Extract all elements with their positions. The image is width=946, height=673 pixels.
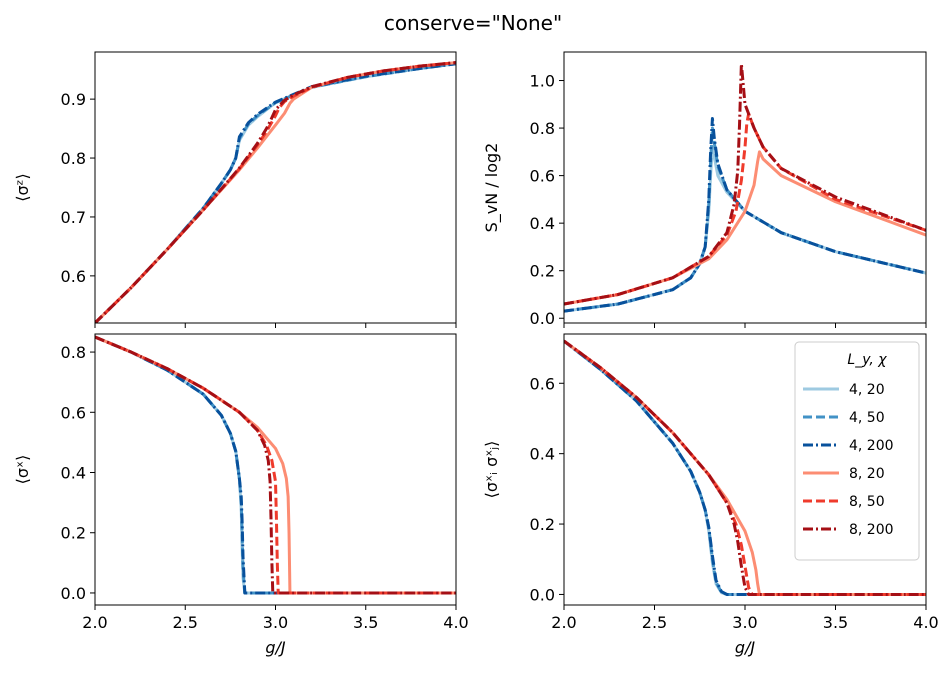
- series-line-s4_200: [564, 117, 926, 313]
- x-tick-label: 3.5: [353, 613, 378, 632]
- x-tick-label: 4.0: [443, 613, 468, 632]
- y-tick-label: 0.6: [61, 403, 86, 422]
- series-line-s8_50: [564, 112, 926, 306]
- y-axis-label: ⟨σᶻ⟩: [13, 173, 32, 201]
- panel-4: 0.0 0.2 0.4 0.6 2.0 2.5 3.0 3.5 4.0 g/J ⟨σˣᵢ σˣⱼ⟩: [482, 333, 939, 657]
- y-tick-label: 0.8: [61, 343, 86, 362]
- panel-3: 0.0 0.2 0.4 0.6 0.8 2.0 2.5 3.0 3.5 4.0 g/J ⟨σˣ⟩: [13, 333, 469, 657]
- y-tick-label: 1.0: [530, 72, 555, 91]
- x-tick-label: 3.0: [732, 613, 757, 632]
- y-tick-label: 0.8: [530, 119, 555, 138]
- y-tick-label: 0.0: [61, 584, 86, 603]
- y-tick-label: 0.6: [530, 167, 555, 186]
- legend-label-s4_20: 4, 20: [849, 382, 885, 398]
- legend-label-s8_50: 8, 50: [849, 494, 885, 510]
- series-line-s8_200: [564, 62, 926, 306]
- series-lines: [95, 335, 456, 595]
- legend-title: L_y, χ: [847, 352, 887, 368]
- y-tick-label: 0.0: [530, 585, 555, 604]
- series-line-s8_200: [95, 335, 456, 595]
- legend-label-s8_200: 8, 200: [849, 522, 894, 538]
- y-tick-label: 0.6: [61, 267, 86, 286]
- y-tick-label: 0.8: [61, 149, 86, 168]
- legend: L_y, χ 4, 20 4, 50 4, 200 8, 20 8, 50 8, 200: [794, 341, 920, 561]
- panels: 0.6 0.7 0.8 0.9 ⟨σᶻ⟩ 0.0 0.2 0.4 0.6 0.8 1.0 S_vN /…: [13, 51, 939, 657]
- legend-label-s4_50: 4, 50: [849, 410, 885, 426]
- panel-2: 0.0 0.2 0.4 0.6 0.8 1.0 S_vN / log2: [482, 51, 927, 328]
- figure-title: conserve="None": [384, 11, 562, 35]
- series-line-s8_200: [95, 61, 456, 323]
- series-lines: [564, 339, 926, 596]
- x-axis-label: g/J: [265, 638, 286, 657]
- y-tick-label: 0.6: [530, 374, 555, 393]
- y-axis-label: S_vN / log2: [482, 143, 502, 233]
- series-lines: [95, 61, 456, 323]
- y-tick-label: 0.2: [530, 262, 555, 281]
- x-tick-label: 2.0: [82, 613, 107, 632]
- legend-label-s8_20: 8, 20: [849, 466, 885, 482]
- series-line-s4_200: [564, 339, 926, 596]
- y-tick-label: 0.0: [530, 309, 555, 328]
- x-tick-label: 3.5: [823, 613, 848, 632]
- x-tick-label: 2.0: [551, 613, 576, 632]
- y-tick-label: 0.4: [61, 464, 86, 483]
- y-tick-label: 0.4: [530, 214, 555, 233]
- panel-1: 0.6 0.7 0.8 0.9 ⟨σᶻ⟩: [13, 51, 457, 328]
- x-tick-label: 3.0: [263, 613, 288, 632]
- legend-box: [794, 341, 920, 561]
- y-tick-label: 0.2: [530, 515, 555, 534]
- legend-label-s4_200: 4, 200: [849, 438, 894, 454]
- series-lines: [564, 62, 926, 313]
- y-axis-label: ⟨σˣ⟩: [13, 455, 32, 485]
- x-tick-label: 2.5: [173, 613, 198, 632]
- y-tick-label: 0.7: [61, 208, 86, 227]
- y-axis-label: ⟨σˣᵢ σˣⱼ⟩: [482, 441, 501, 499]
- series-line-s8_200: [564, 339, 926, 596]
- x-tick-label: 4.0: [913, 613, 938, 632]
- y-tick-label: 0.9: [61, 90, 86, 109]
- x-tick-label: 2.5: [642, 613, 667, 632]
- y-tick-label: 0.2: [61, 524, 86, 543]
- x-axis-label: g/J: [735, 638, 756, 657]
- y-tick-label: 0.4: [530, 445, 555, 464]
